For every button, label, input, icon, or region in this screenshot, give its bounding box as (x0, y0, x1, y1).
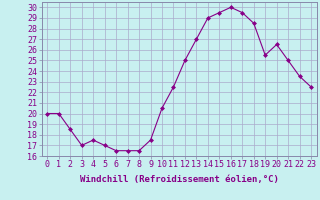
X-axis label: Windchill (Refroidissement éolien,°C): Windchill (Refroidissement éolien,°C) (80, 175, 279, 184)
